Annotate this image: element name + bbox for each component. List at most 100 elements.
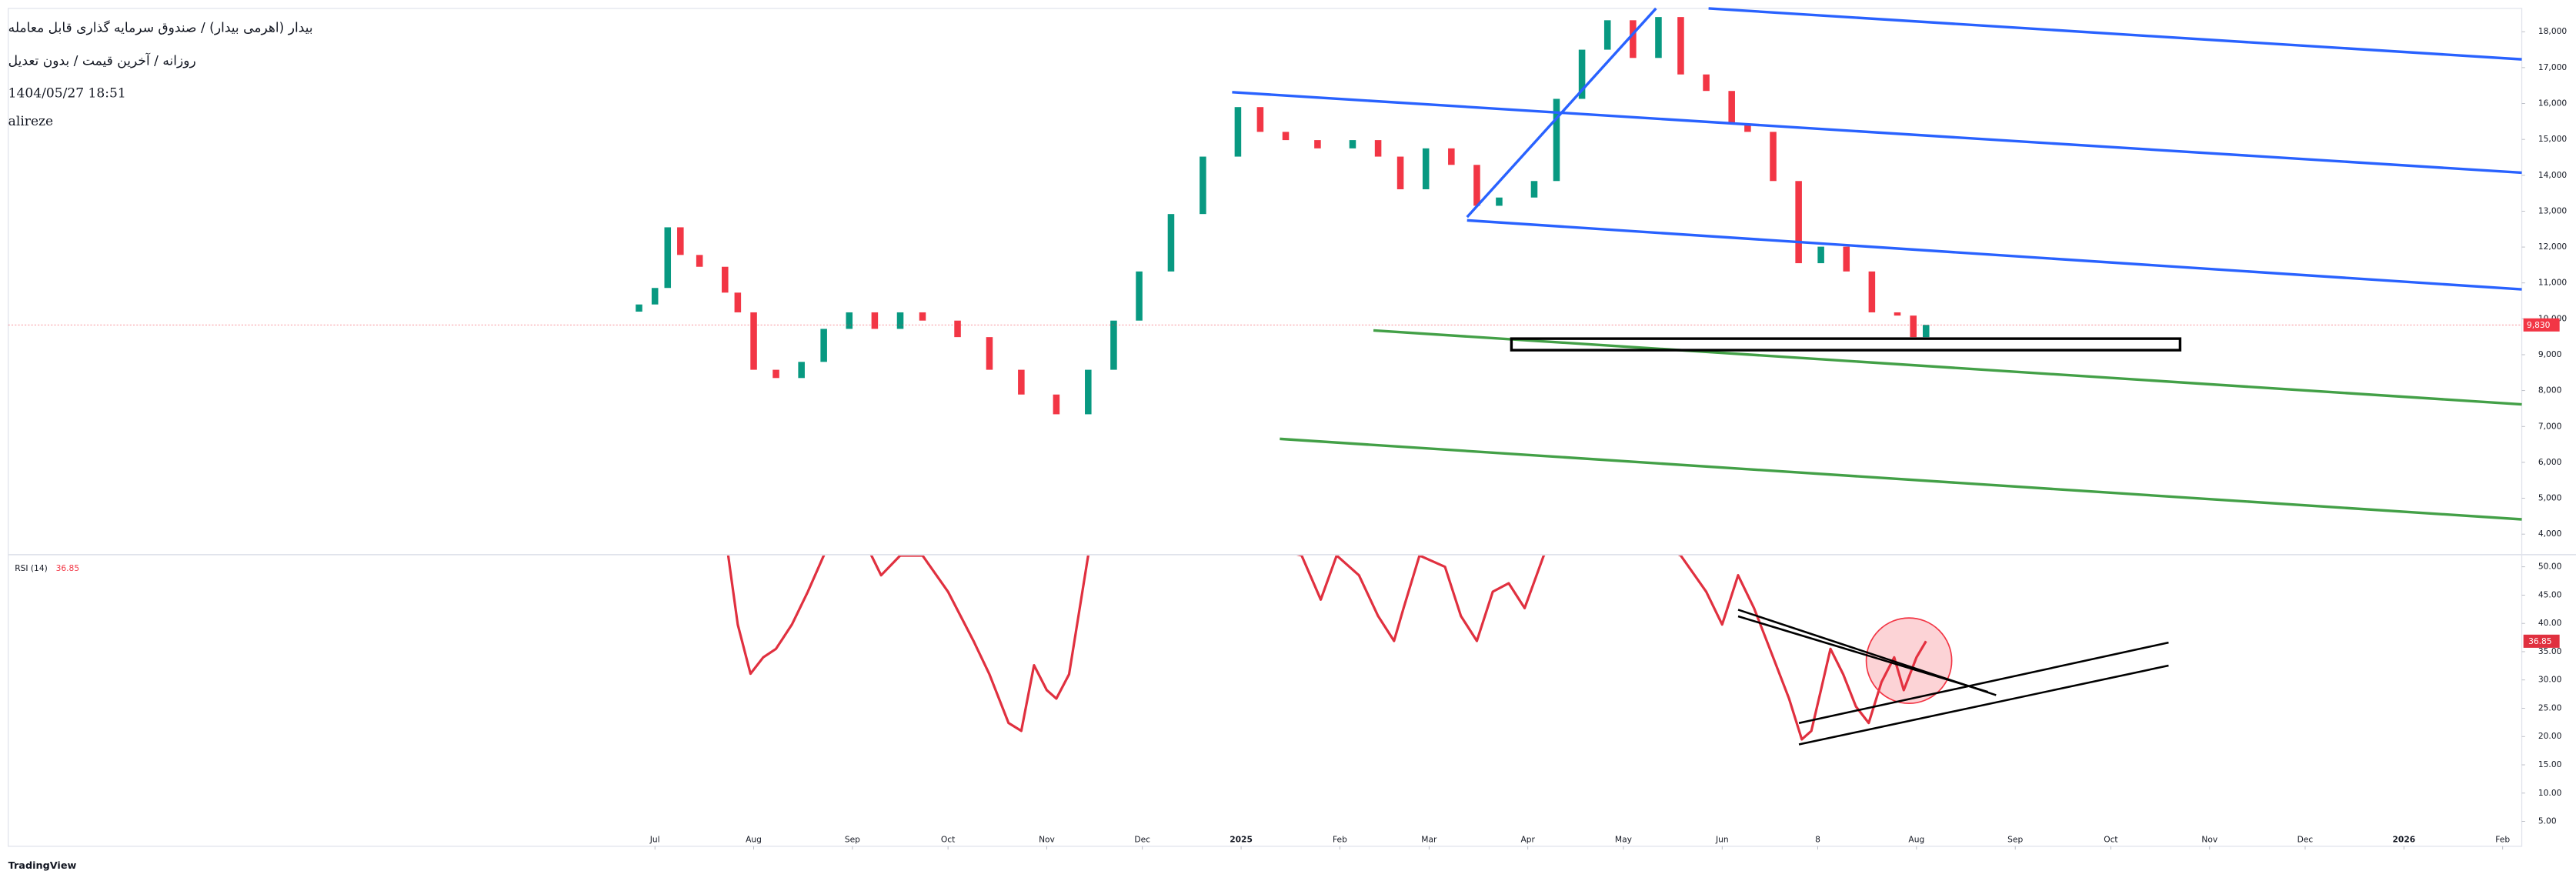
candle: [1085, 369, 1092, 415]
chart-title: بیدار (اهرمی بیدار) / صندوق سرمایه گذاری…: [8, 20, 313, 36]
indicator-name: RSI (14): [15, 563, 48, 573]
candle: [1314, 140, 1321, 149]
candle: [1530, 181, 1538, 198]
candle: [986, 337, 993, 370]
candle: [636, 304, 642, 312]
x-tick-label: Mar: [1421, 834, 1437, 844]
candle: [772, 369, 779, 379]
candle: [750, 312, 757, 370]
candle: [1630, 20, 1637, 58]
candle: [1744, 123, 1751, 132]
x-tick-label: 2026: [2393, 834, 2416, 844]
y-tick-label: 7,000: [2538, 421, 2562, 431]
candle: [677, 227, 684, 255]
candle: [1655, 17, 1662, 58]
candle: [1703, 74, 1710, 92]
candle: [954, 320, 961, 338]
y-tick-label: 10.00: [2538, 788, 2562, 798]
candle: [1553, 98, 1560, 182]
y-tick-label: 40.00: [2538, 618, 2562, 628]
candle: [1910, 315, 1917, 338]
candle: [820, 329, 827, 362]
y-tick-label: 17,000: [2538, 62, 2568, 72]
candle: [651, 288, 659, 305]
rsi-line: [726, 555, 1927, 741]
candle: [1200, 156, 1206, 215]
candle: [1422, 148, 1430, 189]
last-value-badge: [2523, 634, 2560, 648]
candle: [664, 227, 672, 289]
candle: [1167, 214, 1175, 272]
trend-line: [1466, 7, 1657, 219]
x-tick-label: Dec: [1134, 834, 1150, 844]
y-tick-label: 6,000: [2538, 457, 2562, 467]
price-pane: [636, 17, 1930, 415]
candle: [919, 312, 926, 321]
trend-line: [1737, 615, 1988, 693]
y-tick-label: 9,000: [2538, 349, 2562, 359]
candle: [1843, 246, 1850, 272]
y-tick-label: 4,000: [2538, 529, 2562, 539]
y-tick-label: 12,000: [2538, 242, 2568, 252]
last-price-badge: [2523, 318, 2560, 332]
candle: [1578, 49, 1586, 99]
plot-frame: [8, 8, 2523, 847]
y-tick-label: 15,000: [2538, 134, 2568, 144]
candle: [798, 362, 805, 379]
candle: [1496, 197, 1503, 206]
y-tick-label: 8,000: [2538, 385, 2562, 395]
candle: [846, 312, 853, 329]
x-tick-label: Oct: [2104, 834, 2117, 844]
candle: [1728, 91, 1735, 124]
candle: [871, 312, 879, 329]
indicator-value: 36.85: [56, 563, 80, 573]
candle: [1349, 140, 1356, 149]
y-tick-label: 50.00: [2538, 562, 2562, 572]
x-tick-label: Nov: [1039, 834, 1055, 844]
rsi-pane: [726, 555, 1927, 741]
candle: [1770, 132, 1777, 182]
y-tick-label: 45.00: [2538, 589, 2562, 599]
trend-line: [1798, 641, 2169, 725]
y-tick-label: 16,000: [2538, 98, 2568, 108]
trend-line: [1232, 91, 2522, 175]
x-tick-label: 2025: [1230, 834, 1253, 844]
candle: [1018, 369, 1025, 395]
drawings: [1232, 7, 2522, 746]
y-tick-label: 5.00: [2538, 816, 2557, 826]
y-tick-label: 5,000: [2538, 493, 2562, 503]
candle: [722, 266, 729, 293]
candle: [1894, 312, 1901, 316]
chart-subtitle: روزانه / آخرین قیمت / بدون تعدیل: [8, 52, 196, 68]
candle: [1256, 107, 1264, 132]
highlight-circle: [1865, 617, 1953, 704]
x-tick-label: 8: [1815, 834, 1820, 844]
trend-line: [1373, 329, 2522, 406]
trend-line: [1467, 219, 2522, 291]
candle: [1136, 271, 1143, 321]
y-tick-label: 35.00: [2538, 646, 2562, 656]
x-tick-label: Sep: [2007, 834, 2023, 844]
candle: [1795, 181, 1802, 264]
y-tick-label: 11,000: [2538, 278, 2568, 288]
trend-line: [1798, 664, 2169, 746]
y-tick-label: 30.00: [2538, 675, 2562, 685]
last-value-label: 36.85: [2528, 636, 2552, 646]
last-price-label: 9,830: [2527, 320, 2551, 330]
candle: [696, 255, 703, 267]
y-tick-label: 25.00: [2538, 702, 2562, 712]
x-tick-label: Jul: [649, 834, 660, 844]
timestamp: 1404/05/27 18:51: [8, 85, 126, 101]
candle: [1234, 107, 1242, 157]
candle: [1677, 17, 1684, 75]
x-tick-label: Jun: [1715, 834, 1729, 844]
x-tick-label: Dec: [2297, 834, 2314, 844]
candle: [1922, 325, 1930, 338]
candle: [1473, 165, 1480, 206]
candle: [1374, 140, 1382, 157]
trend-line: [1708, 7, 2522, 61]
x-tick-label: Oct: [941, 834, 955, 844]
x-tick-label: Aug: [1908, 834, 1924, 844]
